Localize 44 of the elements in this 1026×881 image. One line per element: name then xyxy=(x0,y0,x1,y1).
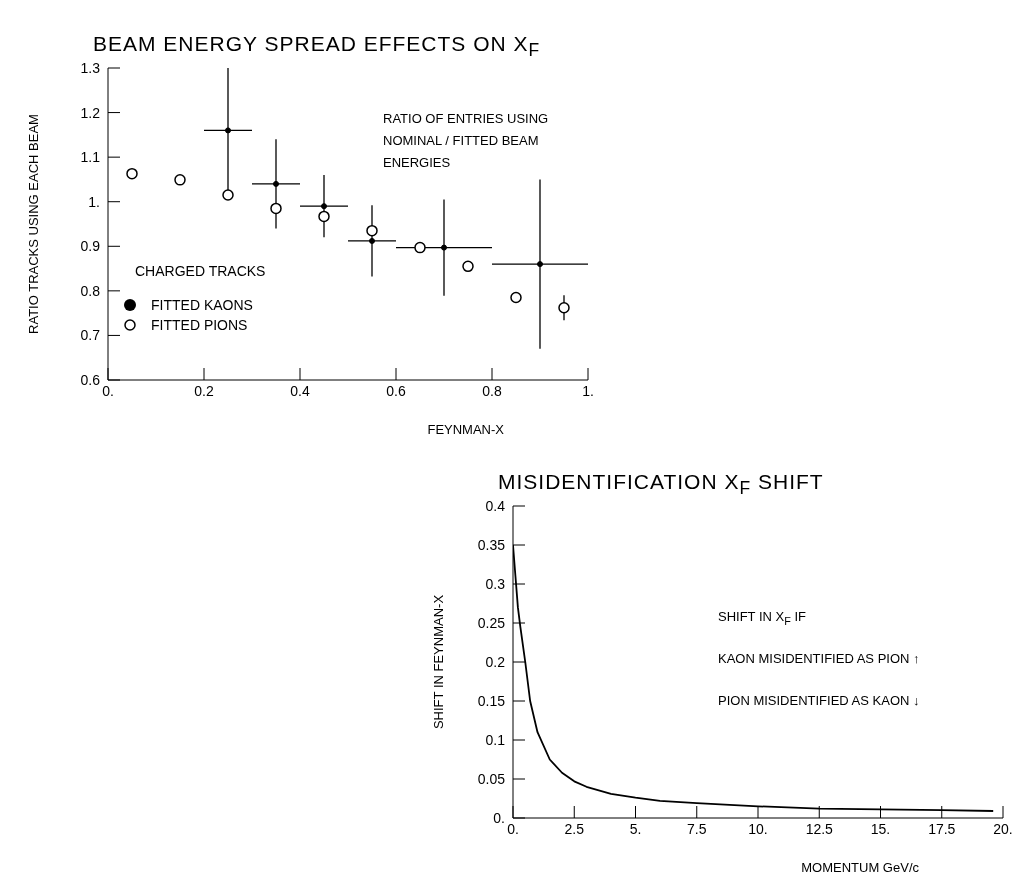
y-tick-label: 1.1 xyxy=(80,149,101,166)
chart-title: BEAM ENERGY SPREAD EFFECTS ON X$_{F}$ xyxy=(93,32,541,62)
annotation: KAON MISIDENTIFIED AS PION ↑ xyxy=(718,650,921,668)
legend-label: FITTED PIONS xyxy=(151,317,248,333)
legend-title: CHARGED TRACKS xyxy=(135,263,267,279)
y-tick-label: 0.2 xyxy=(485,653,506,670)
y-tick-label: 0.7 xyxy=(80,327,101,344)
y-tick-label: 0.25 xyxy=(477,614,506,631)
x-tick-label: 0.6 xyxy=(386,382,406,399)
y-tick-label: 1.2 xyxy=(80,104,101,121)
x-tick-label: 10. xyxy=(748,820,768,837)
x-tick-label: 1. xyxy=(582,382,594,399)
y-tick-label: 0. xyxy=(493,809,505,826)
x-tick-label: 17.5 xyxy=(928,820,956,837)
x-tick-label: 0. xyxy=(102,382,114,399)
y-tick-label: 1. xyxy=(88,193,100,210)
y-tick-label: 0.6 xyxy=(80,371,101,388)
annotation: RATIO OF ENTRIES USING NOMINAL / FITTED BEAM ENERGIES xyxy=(383,110,550,172)
annotation: PION MISIDENTIFIED AS KAON ↓ xyxy=(718,692,921,710)
legend-label: FITTED KAONS xyxy=(151,297,253,313)
x-axis-title: FEYNMAN-X xyxy=(427,422,505,437)
x-tick-label: 0.4 xyxy=(290,382,310,399)
y-tick-label: 0.15 xyxy=(477,692,506,709)
y-tick-label: 0.1 xyxy=(485,731,506,748)
y-tick-label: 0.35 xyxy=(477,536,506,553)
y-axis-title: SHIFT IN FEYNMAN-X xyxy=(430,594,446,730)
x-tick-label: 15. xyxy=(870,820,891,837)
y-tick-label: 0.3 xyxy=(485,575,506,592)
y-axis-title: RATIO TRACKS USING EACH BEAM xyxy=(25,114,41,334)
y-tick-label: 0.9 xyxy=(80,238,101,255)
y-tick-label: 0.05 xyxy=(477,770,506,787)
x-tick-label: 0. xyxy=(507,820,519,837)
y-tick-label: 1.3 xyxy=(80,59,101,76)
x-axis-title: MOMENTUM GeV/c xyxy=(801,860,920,875)
x-tick-label: 12.5 xyxy=(805,820,834,837)
x-tick-label: 5. xyxy=(629,820,642,837)
x-tick-label: 2.5 xyxy=(564,820,585,837)
x-tick-label: 7.5 xyxy=(687,820,707,837)
y-tick-label: 0.8 xyxy=(80,282,101,299)
x-tick-label: 0.2 xyxy=(194,382,214,399)
annotation: SHIFT IN X$_{F}$ IF xyxy=(718,608,807,629)
y-tick-label: 0.4 xyxy=(485,497,506,514)
chart-title: MISIDENTIFICATION X$_{F}$ SHIFT xyxy=(498,470,824,500)
x-tick-label: 20. xyxy=(993,820,1013,837)
